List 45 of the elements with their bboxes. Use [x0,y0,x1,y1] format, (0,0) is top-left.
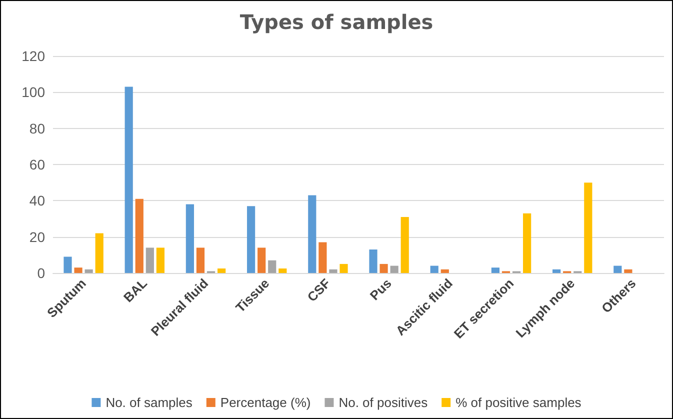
legend-label: No. of positives [338,395,428,410]
bar [156,248,165,273]
bar [95,233,104,273]
bar [584,182,592,273]
bar [523,213,532,273]
bar [74,268,82,273]
legend-label: Percentage (%) [220,395,311,410]
bar [186,204,194,273]
bar [380,264,388,273]
y-tick-label: 40 [29,192,46,209]
bar [614,266,622,273]
bar [268,260,276,273]
x-tick-label: BAL [120,276,150,306]
bar [124,86,133,273]
bar [440,269,449,273]
bar [369,249,378,273]
bar [491,268,500,273]
bar [340,264,348,273]
bar [278,268,287,273]
y-tick-label: 0 [37,265,46,281]
bar [196,248,205,273]
bar [400,216,409,273]
bar [258,248,266,273]
bar [624,269,632,273]
bar [246,206,256,273]
bar [552,269,561,273]
bar [318,242,327,273]
bar [329,269,338,273]
bar [146,248,154,273]
chart-title: Types of samples [240,10,434,34]
bar [390,266,398,273]
y-tick-label: 20 [29,228,46,245]
bar [135,198,144,273]
bar [84,269,93,273]
y-tick-label: 60 [29,156,46,172]
x-tick-label: Pus [366,276,394,304]
y-tick-label: 100 [22,84,46,100]
legend-label: No. of samples [106,395,193,410]
y-tick-label: 120 [22,48,46,64]
bar [218,268,226,273]
bar [64,256,72,273]
y-tick-label: 80 [29,120,46,136]
bar [430,266,438,273]
bar [308,195,316,273]
legend-label: % of positive samples [456,395,582,410]
